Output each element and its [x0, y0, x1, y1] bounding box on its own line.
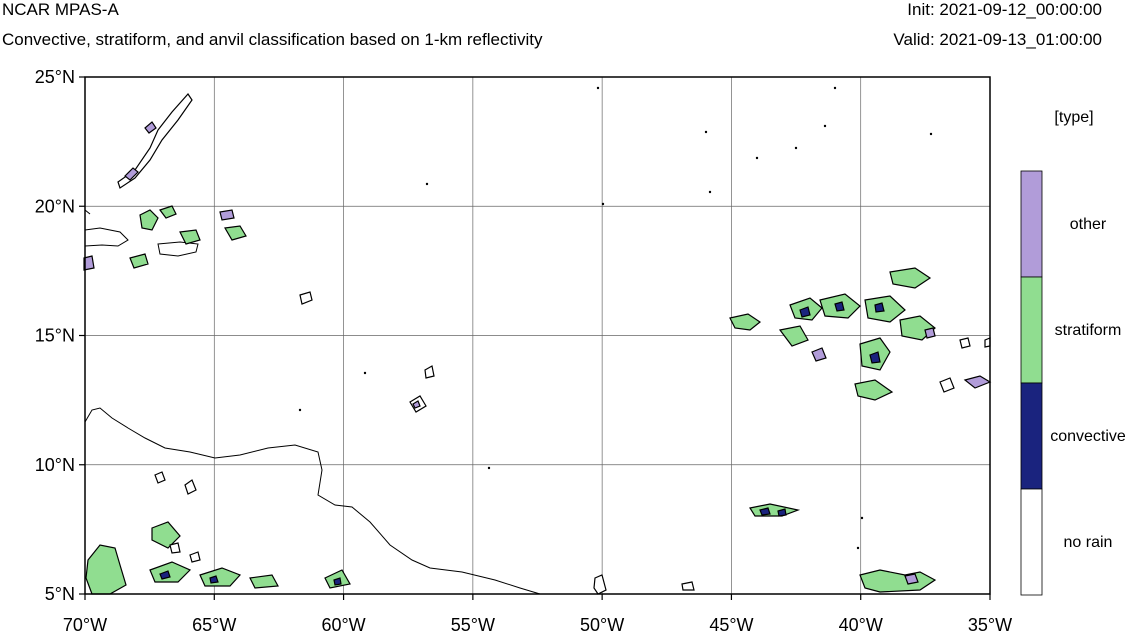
- lon-tick-label: 55°W: [451, 615, 495, 635]
- hispaniola-coastline: [84, 227, 129, 247]
- model-title: NCAR MPAS-A: [2, 0, 119, 19]
- precipitation-features: [83, 93, 992, 595]
- coastlines: [84, 209, 541, 595]
- speck: [755, 156, 759, 160]
- precip-south-cells: [154, 471, 201, 563]
- lon-tick-label: 65°W: [192, 615, 236, 635]
- precip-far-south: [593, 574, 695, 595]
- speck: [860, 516, 864, 520]
- latitude-ticks: 5°N 10°N 15°N 20°N 25°N: [35, 67, 85, 604]
- legend-swatch-stratiform: [1020, 276, 1043, 384]
- lat-tick-label: 20°N: [35, 196, 75, 216]
- precip-nw-streak: [117, 93, 193, 189]
- speck: [856, 546, 860, 550]
- speck: [823, 124, 827, 128]
- precip-central-cells: [299, 291, 435, 413]
- precip-east-conv: [759, 301, 885, 517]
- cuba-coastline: [84, 209, 91, 215]
- precip-specks: [298, 86, 933, 550]
- precip-east-other: [811, 327, 992, 585]
- gridlines: [84, 76, 991, 595]
- speck: [704, 130, 708, 134]
- lon-tick-label: 50°W: [580, 615, 624, 635]
- precip-west-other: [83, 209, 235, 271]
- speck: [794, 146, 798, 150]
- lon-tick-label: 35°W: [968, 615, 1012, 635]
- speck: [929, 132, 933, 136]
- precip-southwest-conv: [159, 570, 342, 586]
- precip-nw-other: [124, 167, 139, 181]
- longitude-ticks: 70°W 65°W 60°W 55°W 50°W 45°W 40°W 35°W: [63, 594, 1012, 635]
- precip-east-cluster: [729, 267, 937, 593]
- speck: [425, 182, 429, 186]
- legend-title: [type]: [1054, 109, 1093, 126]
- lat-tick-label: 15°N: [35, 326, 75, 346]
- init-time: Init: 2021-09-12_00:00:00: [907, 0, 1102, 19]
- precip-southwest-row: [149, 521, 351, 589]
- valid-time: Valid: 2021-09-13_01:00:00: [893, 30, 1102, 49]
- lon-tick-label: 40°W: [839, 615, 883, 635]
- lat-tick-label: 10°N: [35, 455, 75, 475]
- legend: [type] other stratiform convective no rain: [1020, 109, 1126, 596]
- speck: [298, 408, 302, 412]
- lat-tick-label: 5°N: [45, 584, 75, 604]
- legend-label-stratiform: stratiform: [1055, 322, 1122, 339]
- legend-label-no-rain: no rain: [1064, 534, 1113, 551]
- precip-southwest-big: [85, 544, 127, 595]
- legend-swatch-other: [1020, 170, 1043, 278]
- speck: [596, 86, 600, 90]
- plot-subtitle: Convective, stratiform, and anvil classi…: [2, 30, 543, 49]
- speck: [833, 86, 837, 90]
- speck: [363, 371, 367, 375]
- lon-tick-label: 60°W: [321, 615, 365, 635]
- speck: [487, 466, 491, 470]
- precip-nw-other-2: [144, 121, 157, 134]
- lat-tick-label: 25°N: [35, 67, 75, 87]
- legend-label-other: other: [1070, 216, 1107, 233]
- puerto-rico-coastline: [157, 241, 199, 257]
- precip-west-cluster: [129, 205, 247, 269]
- speck: [708, 190, 712, 194]
- precip-central-other: [412, 400, 421, 409]
- legend-label-convective: convective: [1050, 428, 1126, 445]
- south-america-coastline: [84, 407, 541, 595]
- speck: [601, 202, 605, 206]
- lon-tick-label: 70°W: [63, 615, 107, 635]
- legend-swatch-no-rain: [1020, 488, 1043, 596]
- legend-swatch-convective: [1020, 382, 1043, 490]
- lon-tick-label: 45°W: [709, 615, 753, 635]
